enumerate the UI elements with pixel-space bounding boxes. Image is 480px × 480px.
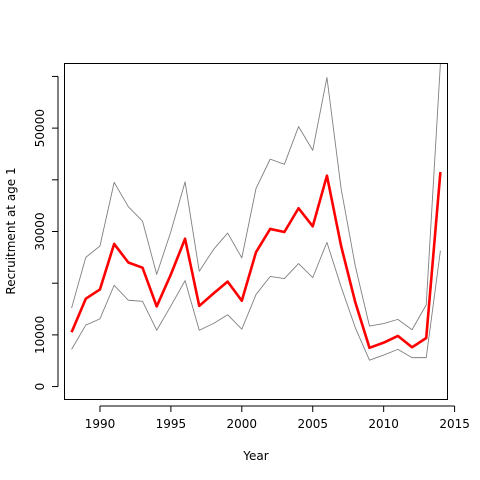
y-tick-label: 10000: [33, 316, 47, 354]
series-layer: [70, 63, 442, 361]
y-axis-title: Recruitment at age 1: [4, 167, 18, 294]
x-axis: 1990 1995 2000 2005 2010 2015: [85, 405, 470, 431]
y-axis: 0 10000 30000 50000: [33, 75, 59, 391]
plot-frame: [64, 63, 448, 400]
x-axis-title: Year: [242, 449, 268, 463]
estimate-series-line: [70, 171, 442, 350]
upper-series-line: [71, 63, 441, 331]
x-tick-label: 2005: [297, 417, 328, 431]
x-tick-label: 1995: [156, 417, 187, 431]
y-tick-label: 50000: [33, 109, 47, 147]
x-tick-label: 2015: [439, 417, 470, 431]
y-tick-label: 0: [33, 383, 47, 391]
x-tick-label: 2000: [227, 417, 258, 431]
lower-series-line: [71, 241, 441, 361]
x-tick-label: 2010: [368, 417, 399, 431]
y-tick-label: 30000: [33, 212, 47, 250]
x-tick-label: 1990: [85, 417, 116, 431]
